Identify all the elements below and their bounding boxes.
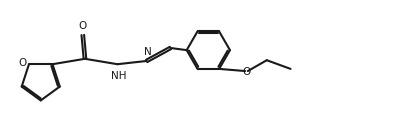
Text: O: O	[79, 21, 87, 31]
Text: O: O	[242, 67, 250, 77]
Text: N: N	[144, 47, 152, 57]
Text: O: O	[18, 58, 26, 68]
Text: NH: NH	[111, 71, 126, 81]
